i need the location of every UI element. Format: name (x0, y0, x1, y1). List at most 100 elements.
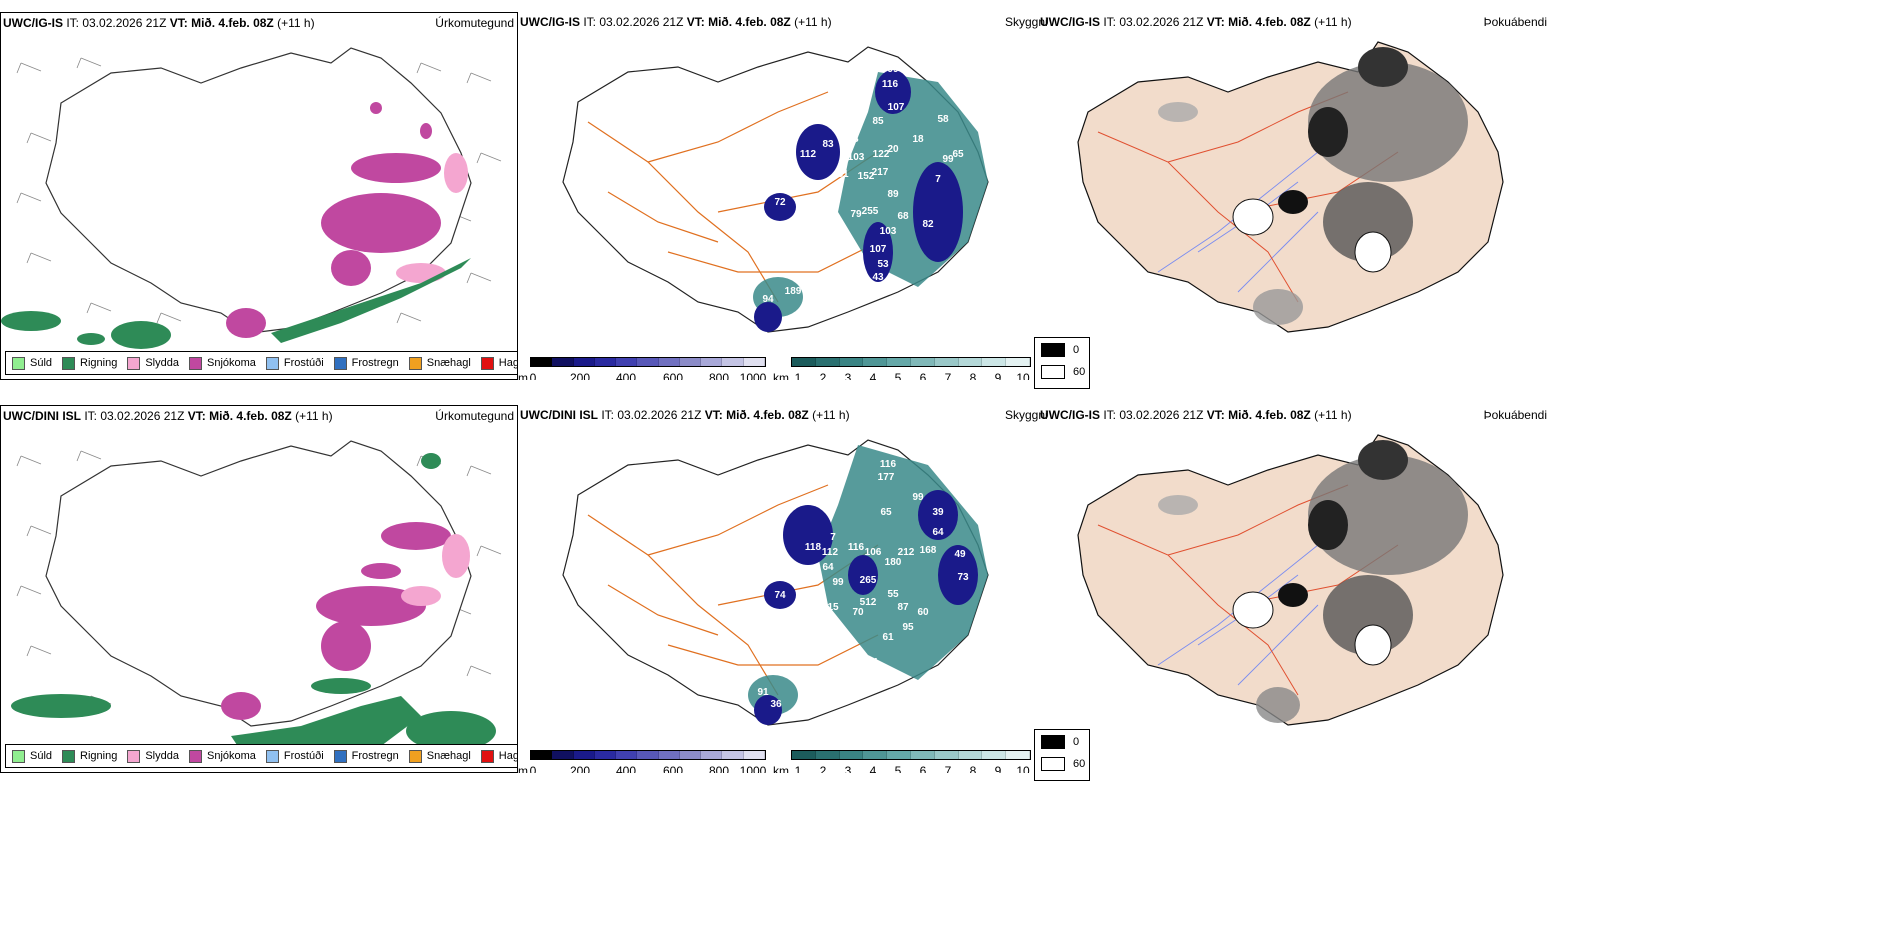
cloud-height-label: 189 (785, 286, 802, 297)
tick-label: 800 (708, 764, 730, 773)
fog-grey (1158, 47, 1468, 325)
precip-legend: Súld Rigning Slydda Snjókoma Frostúði Fr… (5, 744, 517, 768)
cloud-height-label: 20 (887, 144, 899, 155)
panel-title: UWC/IG-IS IT: 03.02.2026 21Z VT: Mið. 4.… (3, 16, 315, 30)
cloud-height-label: 87 (897, 602, 909, 613)
cloud-height-label: 91 (757, 687, 769, 698)
cloud-height-label: 112 (800, 149, 817, 160)
visibility-colorbar: km 1 2 3 4 5 6 7 8 9 10 (773, 750, 1038, 773)
legend-item: Rigning (62, 749, 117, 763)
cloud-height-label: 64 (932, 527, 944, 538)
tick-label: 1000 (739, 764, 767, 773)
fog-panel-1: UWC/IG-IS IT: 03.02.2026 21Z VT: Mið. 4.… (1038, 12, 1550, 380)
cloud-height-label: 41 (867, 657, 879, 668)
cloud-height-label: 99 (912, 492, 924, 503)
cloud-height-label: 177 (878, 472, 895, 483)
cloud-height-label: 255 (862, 206, 879, 217)
tick-label: 1 (794, 371, 802, 380)
legend-item: Frostregn (333, 749, 399, 763)
iceland-precip-map-2 (11, 440, 502, 751)
cloud-height-label: 55 (887, 589, 899, 600)
height-colorbar: m 0 200 400 600 800 1000 (518, 750, 768, 773)
precip-type-panel-2: UWC/DINI ISL IT: 03.02.2026 21Z VT: Mið.… (0, 405, 518, 773)
cloud-height-label: 180 (885, 557, 902, 568)
cloud-height-label: 81 (837, 169, 849, 180)
tick-label: 4 (869, 764, 877, 773)
cloud-height-label: 15 (827, 602, 839, 613)
product-label: Þokuábendi (1483, 408, 1547, 422)
low-cloud-dark (754, 490, 978, 725)
product-label: Þokuábendi (1483, 15, 1547, 29)
cloud-height-label: 116 (880, 459, 897, 470)
product-label: Úrkomutegund (435, 16, 514, 30)
panel-title: UWC/DINI ISL IT: 03.02.2026 21Z VT: Mið.… (3, 409, 333, 423)
road-network (587, 484, 879, 696)
cloud-height-label: 79 (850, 209, 862, 220)
cloud-height-label: 65 (952, 149, 964, 160)
panel-title: UWC/IG-IS IT: 03.02.2026 21Z VT: Mið. 4.… (520, 15, 832, 29)
tick-label: 5 (894, 371, 902, 380)
cloud-height-label: 83 (822, 139, 834, 150)
iceland-outline (45, 440, 472, 727)
cloud-height-label: 106 (865, 547, 882, 558)
cloud-height-label: 39 (932, 507, 944, 518)
fog-panel-2: UWC/IG-IS IT: 03.02.2026 21Z VT: Mið. 4.… (1038, 405, 1550, 773)
tick-label: 10 (1016, 764, 1030, 773)
tick-label: 9 (994, 764, 1002, 773)
glaciers (1232, 198, 1392, 273)
tick-label: 8 (969, 764, 977, 773)
legend-item: Slydda (127, 749, 179, 763)
legend-item: Slydda (127, 356, 179, 370)
precip-legend: Súld Rigning Slydda Snjókoma Frostúði Fr… (5, 351, 517, 375)
visibility-unit: km (773, 764, 789, 773)
legend-item: Haglél (480, 749, 517, 763)
cloud-height-label: 38 (784, 315, 796, 326)
cloud-height-label: 95 (902, 622, 914, 633)
sleet-areas (401, 534, 470, 606)
tick-label: 800 (708, 371, 730, 380)
tick-label: 2 (819, 764, 827, 773)
road-network (587, 91, 879, 303)
cloud-height-label: 89 (887, 189, 899, 200)
cloud-height-label: 116 (882, 79, 899, 90)
cloud-height-label: 98 (847, 134, 859, 145)
tick-label: 1000 (739, 371, 767, 380)
cloud-height-label: 99 (942, 154, 954, 165)
tick-label: 0 (529, 371, 537, 380)
iceland-precip-map-1 (1, 47, 502, 349)
cloud-height-label: 265 (860, 575, 877, 586)
iceland-fog-map-1 (1077, 41, 1504, 333)
glaciers (1232, 591, 1392, 666)
wind-barbs (16, 57, 502, 324)
legend-item: Haglél (480, 356, 517, 370)
tick-label: 3 (844, 371, 852, 380)
rain-areas (11, 453, 496, 751)
cloud-height-label: 68 (897, 211, 909, 222)
cloud-panel-2: 116 177 99 65 39 64 7 118 112 116 106 212 168 49 64 265… (518, 405, 1038, 773)
cloud-height-label: 122 (873, 149, 890, 160)
cloud-height-label: 103 (848, 152, 865, 163)
fog-legend: 0 60 (1034, 337, 1090, 389)
cloud-height-label: 18 (912, 134, 924, 145)
tick-label: 600 (662, 371, 684, 380)
cloud-height-label: 98 (830, 187, 842, 198)
cloud-height-label: 112 (822, 547, 839, 558)
cloud-height-label: 512 (860, 597, 877, 608)
product-label: Skyggni (1005, 15, 1048, 29)
tick-label: 5 (894, 764, 902, 773)
panel-title: UWC/DINI ISL IT: 03.02.2026 21Z VT: Mið.… (520, 408, 850, 422)
fog-legend: 0 60 (1034, 729, 1090, 781)
tick-label: 10 (1016, 371, 1030, 380)
panel-title: UWC/IG-IS IT: 03.02.2026 21Z VT: Mið. 4.… (1040, 15, 1352, 29)
tick-label: 200 (569, 371, 591, 380)
cloud-height-label: 107 (888, 102, 905, 113)
snow-areas (226, 102, 441, 338)
cloud-height-label: 7 (935, 174, 941, 185)
tick-label: 2 (819, 371, 827, 380)
cloud-panel-1: 99 116 107 85 58 83 112 98 103 122 20 18 99 65 81 152 21… (518, 12, 1038, 380)
cloud-height-label: 53 (877, 259, 889, 270)
legend-item: Snæhagl (408, 356, 471, 370)
cloud-height-label: 82 (922, 219, 934, 230)
